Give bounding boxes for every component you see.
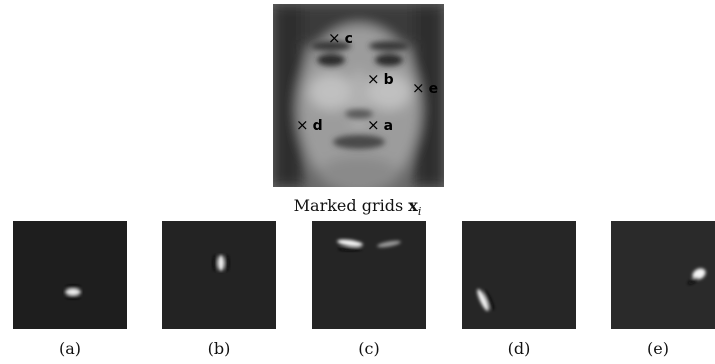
panel-label-c: (c) <box>358 339 380 358</box>
grid-marker-d: × d <box>296 116 323 134</box>
panel-label-b: (b) <box>207 339 231 358</box>
filter-panel-b <box>162 221 276 329</box>
panel-label-d: (d) <box>507 339 531 358</box>
filter-panel-a <box>13 221 127 329</box>
grid-marker-e: × e <box>412 79 439 97</box>
caption-symbol: x <box>408 196 418 215</box>
mean-face-image <box>273 4 444 187</box>
filter-panel-c <box>312 221 426 329</box>
filter-panel-e <box>611 221 715 329</box>
caption-subscript: i <box>417 205 422 219</box>
grid-marker-b: × b <box>367 70 394 88</box>
panel-label-e: (e) <box>647 339 669 358</box>
grid-marker-c: × c <box>328 29 353 47</box>
figure-caption: Marked grids xi <box>0 196 715 218</box>
grid-marker-a: × a <box>367 116 394 134</box>
caption-text: Marked grids <box>293 196 409 215</box>
panel-label-a: (a) <box>58 339 82 358</box>
filter-panel-d <box>462 221 576 329</box>
